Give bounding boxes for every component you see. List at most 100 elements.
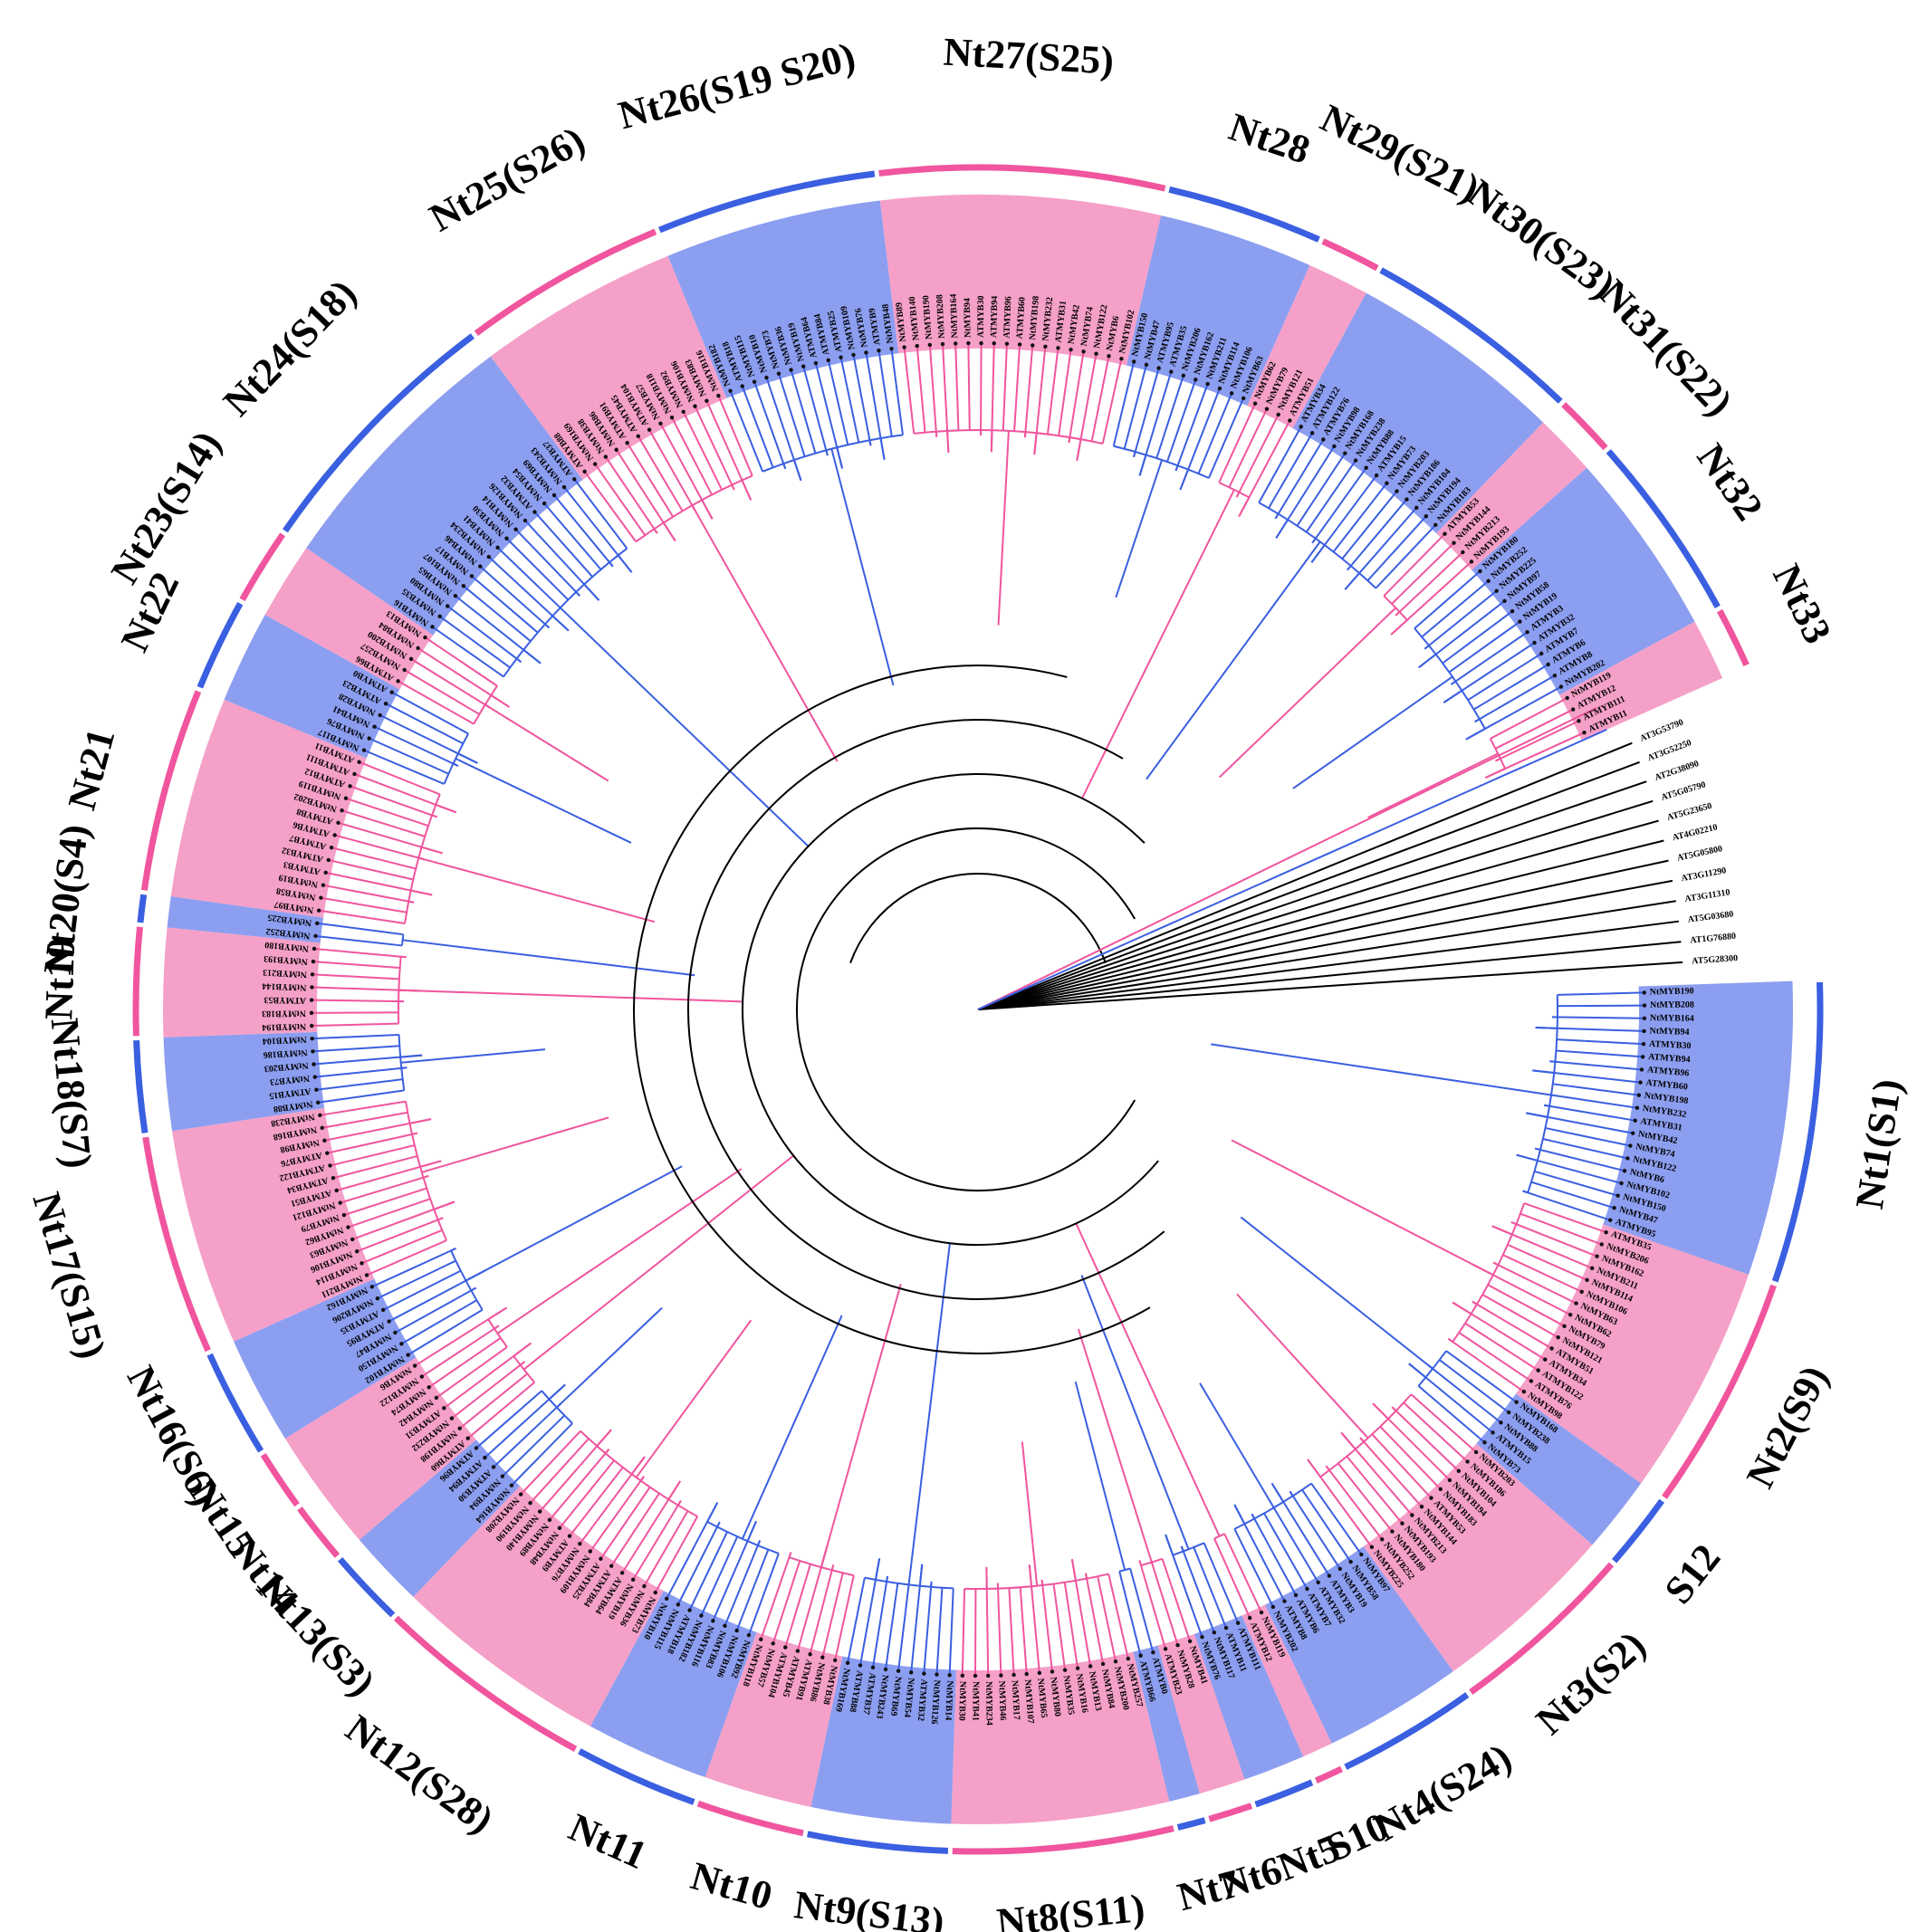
- leaf-branch: [1270, 426, 1302, 480]
- clade-band: [306, 356, 583, 636]
- clade-label: Nt17(S15): [24, 1188, 115, 1363]
- leaf-stem: [756, 1540, 762, 1546]
- backbone-arc: [742, 773, 1159, 1246]
- leaf-stem: [1450, 680, 1457, 685]
- leaf-label: ATMYB96: [1646, 1065, 1689, 1078]
- leaf-stem: [480, 660, 504, 678]
- leaf-dot: [1229, 391, 1234, 396]
- outgroup-leaf-label: AT1G76880: [1690, 932, 1737, 946]
- leaf-branch: [877, 351, 889, 410]
- leaf-dot: [658, 421, 663, 426]
- leaf-dot: [437, 614, 442, 618]
- leaf-stem: [763, 1549, 770, 1561]
- leaf-branch: [375, 726, 459, 767]
- leaf-stem: [388, 966, 400, 970]
- leaf-stem: [1070, 1559, 1077, 1582]
- leaf-dot: [915, 343, 919, 349]
- leaf-branch: [648, 430, 696, 511]
- clade-stem: [1075, 1222, 1221, 1537]
- leaf-dot: [1433, 522, 1438, 528]
- leaf-stem: [1311, 538, 1317, 544]
- leaf-stem: [1403, 1401, 1413, 1411]
- leaf-stem: [768, 1553, 780, 1580]
- leaf-dot: [669, 415, 675, 420]
- leaf-stem: [1008, 1588, 1011, 1600]
- leaf-branch: [1429, 580, 1489, 631]
- clade-label: Nt12(S28): [338, 1706, 502, 1842]
- leaf-dot: [1200, 1634, 1204, 1640]
- leaf-stem: [946, 430, 950, 453]
- clade-arc: [1208, 1803, 1253, 1822]
- leaf-stem: [618, 519, 638, 542]
- leaf-stem: [1452, 1301, 1472, 1315]
- leaf-branch: [463, 586, 511, 625]
- clade-arc: [337, 1556, 396, 1618]
- leaf-label: ATMYB94: [989, 296, 1000, 339]
- leaf-branch: [967, 344, 971, 420]
- leaf-stem: [1523, 1202, 1550, 1214]
- leaf-stem: [795, 430, 806, 457]
- leaf-dot: [416, 646, 420, 651]
- leaf-stem: [438, 730, 464, 745]
- leaf-dot: [532, 510, 537, 514]
- leaf-label: NtMYB46: [996, 1680, 1008, 1720]
- leaf-stem: [1101, 433, 1107, 445]
- tree-branches: [312, 344, 1683, 1675]
- leaf-branch: [534, 512, 576, 558]
- leaf-stem: [1507, 1243, 1533, 1257]
- leaf-stem: [1473, 703, 1484, 711]
- leaf-stem: [1263, 1513, 1270, 1524]
- clade-stem: [1240, 1216, 1433, 1370]
- leaf-branch: [344, 1191, 417, 1216]
- leaf-stem: [874, 1558, 881, 1581]
- leaf-dot: [902, 345, 906, 349]
- leaf-stem: [556, 1402, 561, 1409]
- leaf-stem: [1490, 724, 1515, 740]
- leaf-branch: [802, 367, 829, 456]
- leaf-dot: [746, 1632, 752, 1638]
- clade-band: [879, 195, 1162, 366]
- leaf-branch: [1450, 631, 1528, 685]
- leaf-stem: [1155, 432, 1166, 459]
- leaf-branch: [392, 692, 460, 730]
- leaf-dot: [314, 1087, 319, 1092]
- leaf-dot: [346, 1225, 350, 1229]
- leaf-label: ATMYB30: [1649, 1039, 1692, 1051]
- leaf-dot: [1630, 1131, 1635, 1135]
- leaf-branch: [1311, 467, 1366, 544]
- leaf-dot: [542, 501, 547, 506]
- leaf-dot: [1163, 1647, 1168, 1651]
- leaf-branch: [1579, 1086, 1639, 1096]
- leaf-branch: [328, 1132, 418, 1154]
- clade-arc: [260, 1452, 300, 1507]
- leaf-stem: [1097, 1575, 1101, 1588]
- leaf-dot: [367, 736, 371, 741]
- clade-band: [1247, 264, 1366, 429]
- leaf-dot: [986, 1673, 991, 1679]
- leaf-dot: [889, 347, 894, 351]
- leaf-dot: [474, 1446, 479, 1450]
- leaf-dot: [310, 985, 314, 990]
- leaf-stem: [1557, 993, 1585, 996]
- leaf-dot: [461, 583, 466, 588]
- leaf-branch: [333, 1162, 392, 1179]
- leaf-dot: [1223, 1625, 1229, 1631]
- leaf-stem: [1325, 1465, 1330, 1471]
- leaf-dot: [789, 368, 793, 372]
- leaf-stem: [1346, 1455, 1366, 1478]
- leaf-stem: [1445, 1350, 1469, 1368]
- leaf-dot: [328, 1163, 332, 1168]
- leaf-stem: [1272, 1506, 1289, 1532]
- leaf-stem: [811, 442, 817, 454]
- leaf-branch: [1136, 1594, 1155, 1652]
- leaf-branch: [1411, 1409, 1468, 1462]
- leaf-branch: [1096, 357, 1110, 416]
- clade-stem: [1367, 752, 1499, 818]
- leaf-stem: [741, 450, 753, 476]
- clade-label: Nt26(S19 S20): [614, 33, 859, 138]
- leaf-stem: [1510, 1220, 1517, 1226]
- leaf-branch: [1561, 1095, 1637, 1109]
- leaf-branch: [331, 846, 406, 867]
- leaf-dot: [1138, 1653, 1143, 1658]
- leaf-stem: [1474, 718, 1481, 723]
